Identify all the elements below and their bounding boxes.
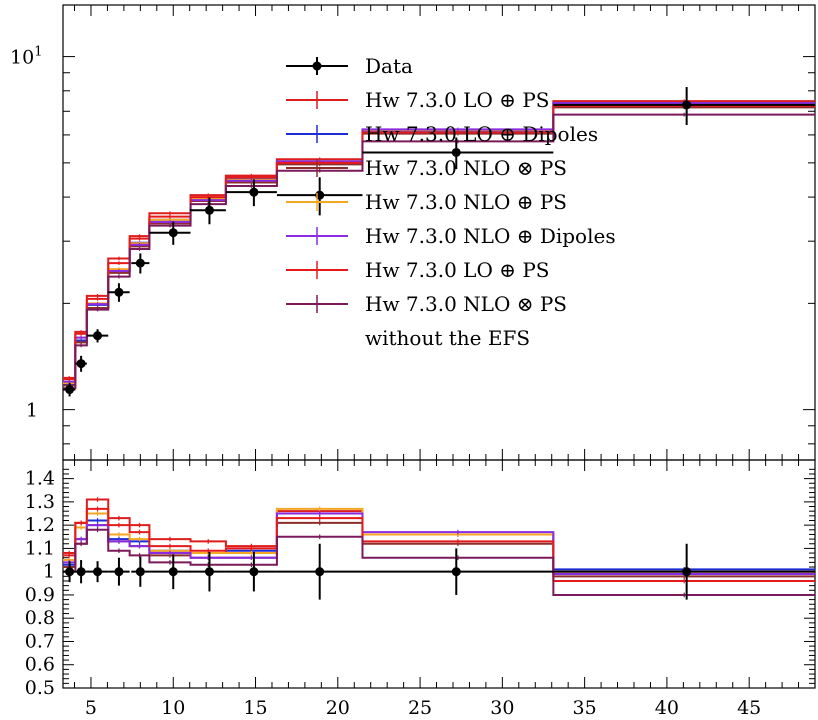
ratio-data-point xyxy=(249,567,259,577)
ratio-data-point xyxy=(315,567,325,577)
legend: Data Hw 7.3.0 LO ⊕ PS Hw 7.3.0 LO ⊕ Dipole… xyxy=(286,54,616,350)
main-panel: 1 101 xyxy=(10,4,816,461)
ratio-line-1 xyxy=(63,498,815,573)
y-tick-label: 1.1 xyxy=(25,537,55,559)
legend-label-6: Hw 7.3.0 LO ⊕ PS xyxy=(365,258,549,282)
legend-label-2: Hw 7.3.0 LO ⊕ Dipoles xyxy=(365,122,598,146)
legend-note: without the EFS xyxy=(365,326,530,350)
data-point xyxy=(204,205,214,215)
ratio-data-point xyxy=(682,567,692,577)
ratio-data-point xyxy=(204,567,214,577)
data-point xyxy=(135,258,145,268)
data-point xyxy=(114,287,124,297)
legend-label-7: Hw 7.3.0 NLO ⊗ PS xyxy=(365,292,567,316)
y-tick-label: 1.2 xyxy=(25,514,55,536)
data-point xyxy=(249,187,259,197)
y-tick-label: 0.7 xyxy=(25,630,55,652)
x-tick-label: 20 xyxy=(326,697,350,719)
y-tick-label: 101 xyxy=(10,45,42,69)
x-tick-label: 40 xyxy=(655,697,679,719)
legend-label-4: Hw 7.3.0 NLO ⊕ PS xyxy=(365,190,567,214)
ratio-line-7 xyxy=(63,528,815,596)
legend-marker-data xyxy=(312,61,322,71)
ratio-data-point xyxy=(135,567,145,577)
legend-label-data: Data xyxy=(365,54,413,78)
y-tick-label: 1.3 xyxy=(25,491,55,513)
y-tick-label: 1 xyxy=(43,561,55,583)
y-tick-label: 0.8 xyxy=(25,607,55,629)
ratio-data-point xyxy=(451,567,461,577)
y-tick-label: 1 xyxy=(26,400,38,422)
x-tick-label: 35 xyxy=(573,697,597,719)
x-tick-label: 30 xyxy=(490,697,514,719)
x-tick-label: 25 xyxy=(408,697,432,719)
ratio-data-point xyxy=(168,567,178,577)
ratio-data-point xyxy=(65,567,75,577)
ratio-data-point xyxy=(93,567,103,577)
x-tick-label: 5 xyxy=(85,697,97,719)
x-tick-label: 45 xyxy=(737,697,761,719)
ratio-data-point xyxy=(114,567,124,577)
ratio-data-point xyxy=(76,567,86,577)
y-tick-label: 0.9 xyxy=(25,584,55,606)
data-point xyxy=(451,147,461,157)
data-point xyxy=(93,331,103,341)
y-tick-label: 0.5 xyxy=(25,677,55,699)
x-tick-label: 15 xyxy=(243,697,267,719)
y-tick-label: 1.4 xyxy=(25,468,55,490)
data-point xyxy=(65,385,75,395)
legend-label-5: Hw 7.3.0 NLO ⊕ Dipoles xyxy=(365,224,616,248)
data-point xyxy=(76,359,86,369)
data-point xyxy=(168,228,178,238)
legend-label-1: Hw 7.3.0 LO ⊕ PS xyxy=(365,88,549,112)
legend-label-3: Hw 7.3.0 NLO ⊗ PS xyxy=(365,156,567,180)
x-tick-label: 10 xyxy=(161,697,185,719)
ratio-panel: 5 10 15 20 25 30 35 40 450.50.60.70.80.911.11.21… xyxy=(25,459,816,719)
data-point xyxy=(682,100,692,110)
y-tick-label: 0.6 xyxy=(25,654,55,676)
